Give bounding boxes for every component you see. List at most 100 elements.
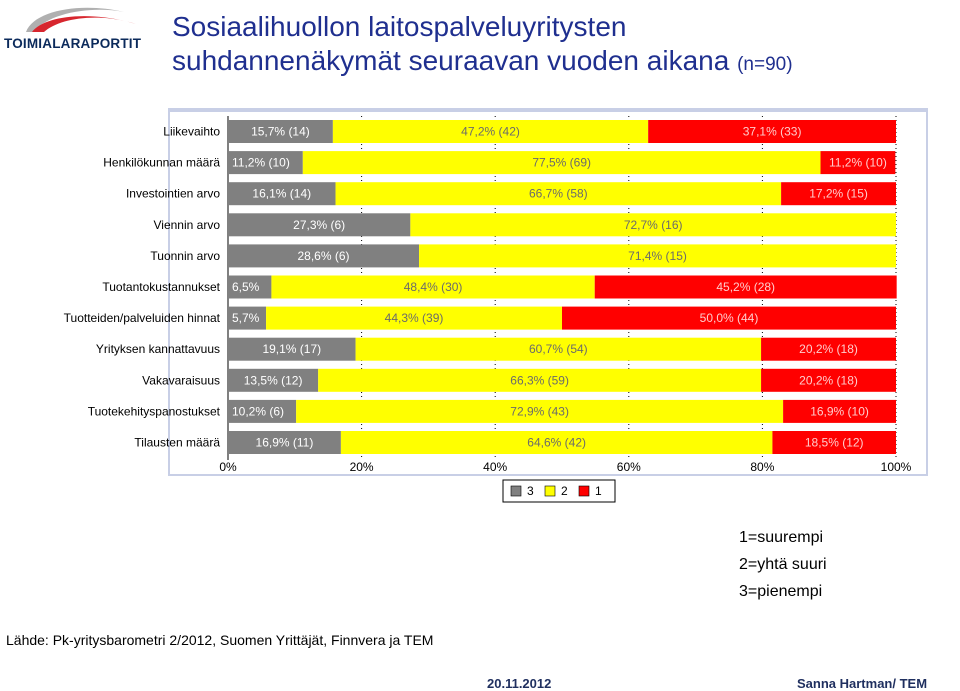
data-label: 66,7% (58) xyxy=(529,187,588,201)
bar-segment-series-2 xyxy=(302,151,821,175)
category-label: Henkilökunnan määrä xyxy=(103,156,220,170)
toimialaraportit-logo: TOIMIALARAPORTIT xyxy=(4,2,156,54)
bar-segment-series-3 xyxy=(228,368,319,392)
data-label: 28,6% (6) xyxy=(298,249,350,263)
bar-segment-series-3 xyxy=(228,337,356,361)
category-label: Tuonnin arvo xyxy=(150,249,220,263)
data-label: 44,3% (39) xyxy=(385,311,444,325)
legend-label: 2 xyxy=(561,484,568,498)
x-tick-label: 40% xyxy=(483,460,507,474)
bar-segment-series-1 xyxy=(781,182,896,206)
bar-segment-series-1 xyxy=(772,431,896,454)
bar-segment-series-1 xyxy=(783,399,896,423)
bar-segment-series-2 xyxy=(419,244,896,268)
bar-segment-series-2 xyxy=(318,368,762,392)
data-label: 37,1% (33) xyxy=(743,125,802,139)
bar-segment-series-3 xyxy=(228,275,272,299)
note-1: 1=suurempi xyxy=(739,529,824,546)
source-text: Lähde: Pk-yritysbarometri 2/2012, Suomen… xyxy=(6,632,434,648)
x-tick-label: 0% xyxy=(219,460,237,474)
bar-segment-series-2 xyxy=(355,337,762,361)
bar-segment-series-2 xyxy=(271,275,595,299)
data-label: 47,2% (42) xyxy=(461,125,520,139)
bar-segment-series-1 xyxy=(761,368,896,392)
title-line-2-text: suhdannenäkymät seuraavan vuoden aikana xyxy=(172,45,730,76)
bar-segment-series-2 xyxy=(296,399,784,423)
bar-segment-series-1 xyxy=(562,306,896,330)
bar-segment-series-3 xyxy=(228,182,336,206)
bar-segment-series-3 xyxy=(228,151,303,175)
legend-swatch-1 xyxy=(578,485,590,497)
category-label: Tilausten määrä xyxy=(134,436,220,450)
data-label: 50,0% (44) xyxy=(700,311,759,325)
data-label: 20,2% (18) xyxy=(799,342,858,356)
data-label: 15,7% (14) xyxy=(251,125,310,139)
bar-segment-series-2 xyxy=(266,306,562,330)
data-label: 11,2% (10) xyxy=(232,156,290,170)
data-label: 60,7% (54) xyxy=(529,342,588,356)
legend-notes: 1=suurempi 2=yhtä suuri 3=pienempi xyxy=(739,524,827,605)
category-label: Tuotteiden/palveluiden hinnat xyxy=(64,311,221,325)
category-label: Yrityksen kannattavuus xyxy=(96,342,220,356)
bar-segment-series-3 xyxy=(228,213,411,237)
data-label: 18,5% (12) xyxy=(805,436,864,450)
footer-author: Sanna Hartman/ TEM xyxy=(797,676,928,691)
bar-segment-series-1 xyxy=(820,151,896,175)
x-tick-label: 80% xyxy=(750,460,774,474)
bar-segment-series-1 xyxy=(648,120,896,143)
title-line-2: suhdannenäkymät seuraavan vuoden aikana … xyxy=(172,44,793,82)
sample-size: (n=90) xyxy=(737,54,793,75)
data-label: 13,5% (12) xyxy=(244,373,303,387)
note-3: 3=pienempi xyxy=(739,583,823,600)
data-label: 10,2% (6) xyxy=(232,404,284,418)
category-label: Liikevaihto xyxy=(163,125,220,139)
bar-segment-series-1 xyxy=(761,337,896,361)
category-label: Investointien arvo xyxy=(126,187,220,201)
bar-segment-series-3 xyxy=(228,120,333,143)
legend-label: 3 xyxy=(527,484,534,498)
stacked-bar-chart: Liikevaihto 15,7% (14) 47,2% (42) 37,1% (33… xyxy=(0,108,960,508)
bar-segment-series-3 xyxy=(228,431,341,454)
category-label: Vakavaraisuus xyxy=(142,373,220,387)
data-label: 6,5% xyxy=(232,280,260,294)
bar-segment-series-1 xyxy=(594,275,897,299)
legend-label: 1 xyxy=(595,484,602,498)
data-label: 27,3% (6) xyxy=(293,218,345,232)
bar-segment-series-2 xyxy=(410,213,896,237)
bar-segment-series-3 xyxy=(228,399,297,423)
footer-date: 20.11.2012 xyxy=(487,676,552,691)
x-tick-label: 100% xyxy=(881,460,912,474)
data-label: 20,2% (18) xyxy=(799,373,858,387)
legend-swatch-2 xyxy=(544,485,556,497)
logo-text: TOIMIALARAPORTIT xyxy=(4,36,142,51)
legend-swatch-3 xyxy=(510,485,522,497)
chart-svg: Liikevaihto 15,7% (14) 47,2% (42) 37,1% (33… xyxy=(64,108,928,503)
data-label: 16,1% (14) xyxy=(252,187,311,201)
x-tick-label: 20% xyxy=(350,460,374,474)
x-tick-label: 60% xyxy=(617,460,641,474)
bar-segment-series-2 xyxy=(335,182,782,206)
data-label: 45,2% (28) xyxy=(716,280,775,294)
bar-segment-series-3 xyxy=(228,306,267,330)
category-label: Tuotantokustannukset xyxy=(102,280,220,294)
data-label: 64,6% (42) xyxy=(527,436,586,450)
category-label: Tuotekehityspanostukset xyxy=(88,404,221,418)
data-label: 77,5% (69) xyxy=(532,156,591,170)
data-label: 11,2% (10) xyxy=(829,156,887,170)
data-label: 48,4% (30) xyxy=(404,280,463,294)
note-2: 2=yhtä suuri xyxy=(739,556,827,573)
data-label: 66,3% (59) xyxy=(510,373,569,387)
data-label: 16,9% (10) xyxy=(810,404,869,418)
data-label: 71,4% (15) xyxy=(628,249,687,263)
data-label: 72,7% (16) xyxy=(624,218,683,232)
swoosh-logo-icon xyxy=(26,7,136,32)
bar-segment-series-2 xyxy=(332,120,649,143)
legend-box xyxy=(502,479,616,503)
title-line-1: Sosiaalihuollon laitospalveluyritysten xyxy=(172,11,627,42)
data-label: 16,9% (11) xyxy=(256,436,314,450)
category-label: Viennin arvo xyxy=(154,218,221,232)
data-label: 17,2% (15) xyxy=(809,187,868,201)
data-label: 5,7% xyxy=(232,311,260,325)
data-label: 72,9% (43) xyxy=(510,404,569,418)
bar-segment-series-2 xyxy=(340,431,773,454)
